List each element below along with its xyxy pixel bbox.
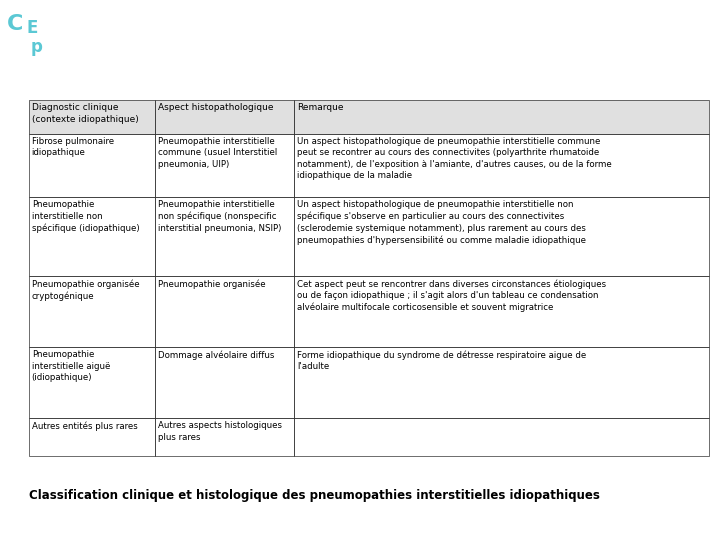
Bar [294,347,709,418]
Bar [294,418,709,456]
Bar [29,100,155,134]
Text: Aspect histopathologique: Aspect histopathologique [158,103,273,112]
Text: Remarque: Remarque [297,103,343,112]
Text: Cet aspect peut se rencontrer dans diverses circonstances étiologiques
ou de faç: Cet aspect peut se rencontrer dans diver… [297,279,606,312]
Bar [29,276,155,347]
Bar [155,418,294,456]
Bar [29,418,155,456]
Bar [294,197,709,276]
Bar [294,134,709,197]
Bar [29,347,155,418]
Bar [294,100,709,134]
Text: Un aspect histopathologique de pneumopathie interstitielle commune
peut se recon: Un aspect histopathologique de pneumopat… [297,137,612,180]
Bar [294,100,709,134]
Text: Pneumopathie
interstitielle non
spécifique (idiopathique): Pneumopathie interstitielle non spécifiq… [32,200,139,233]
Text: Pneumopathie interstitielle
non spécifique (nonspecific
interstitial pneumonia, : Pneumopathie interstitielle non spécifiq… [158,200,281,233]
Bar [155,134,294,197]
Text: p: p [30,38,42,56]
Bar [29,100,155,134]
Text: Un aspect histopathologique de pneumopathie interstitielle non
spécifique s'obse: Un aspect histopathologique de pneumopat… [297,200,586,245]
Text: Diagnostic clinique
(contexte idiopathique): Diagnostic clinique (contexte idiopathiq… [32,103,138,124]
Text: Pneumopathie organisée: Pneumopathie organisée [158,279,265,288]
Text: Classification clinique et histologique des pneumopathies interstitielles idiopa: Classification clinique et histologique … [29,489,600,502]
Bar [155,276,294,347]
Bar [29,197,155,276]
Text: Autres aspects histologiques
plus rares: Autres aspects histologiques plus rares [158,421,282,442]
Text: Pneumopathie
interstitielle aiguë
(idiopathique): Pneumopathie interstitielle aiguë (idiop… [32,350,110,382]
Text: Forme idiopathique du syndrome de détresse respiratoire aigue de
l'adulte: Forme idiopathique du syndrome de détres… [297,350,586,371]
Bar [155,100,294,134]
Text: Pneumopathie interstitielle
commune (usuel Interstitiel
pneumonia, UIP): Pneumopathie interstitielle commune (usu… [158,137,276,169]
Text: Autres entités plus rares: Autres entités plus rares [32,421,138,430]
Bar [155,100,294,134]
Bar [155,197,294,276]
Bar [155,347,294,418]
Text: C: C [7,14,24,33]
Text: Pneumopathie organisée
cryptogénique: Pneumopathie organisée cryptogénique [32,279,139,301]
Text: Dommage alvéolaire diffus: Dommage alvéolaire diffus [158,350,274,360]
Bar [294,276,709,347]
Bar [29,134,155,197]
Text: Fibrose pulmonaire
idiopathique: Fibrose pulmonaire idiopathique [32,137,114,158]
Text: E: E [27,19,38,37]
